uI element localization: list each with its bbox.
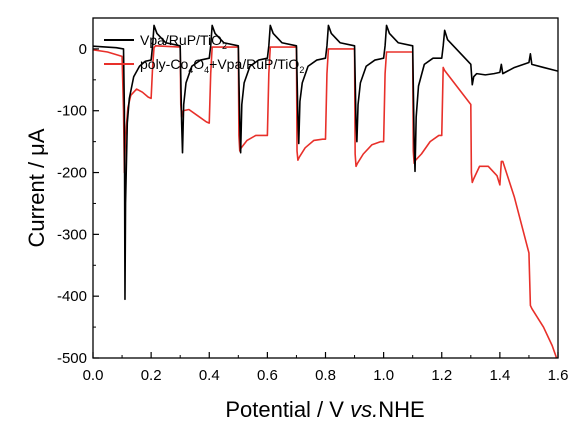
legend-poly-base: poly-Co bbox=[140, 56, 188, 72]
x-tick-label: 1.2 bbox=[431, 367, 452, 384]
legend-poly-sub1: 4 bbox=[188, 65, 193, 75]
legend-poly-tail: +Vpa/RuP/TiO bbox=[209, 56, 299, 72]
y-tick-label: -200 bbox=[57, 165, 87, 182]
series-line-poly-co3o4 bbox=[93, 45, 558, 358]
x-tick-label: 0.0 bbox=[83, 367, 104, 384]
legend-poly-mid: O bbox=[193, 56, 204, 72]
x-tick-label: 0.6 bbox=[257, 367, 278, 384]
x-tick-label: 1.6 bbox=[548, 367, 569, 384]
x-axis-title: Potential / V vs.NHE bbox=[225, 397, 424, 422]
x-tick-label: 0.2 bbox=[141, 367, 162, 384]
legend: Vpa/RuP/TiO2 poly-Co4O4+Vpa/RuP/TiO2 bbox=[104, 32, 304, 75]
x-axis-ticks: 0.0 0.2 0.4 0.6 0.8 1.0 1.2 1.4 1.6 bbox=[83, 352, 569, 384]
y-axis-title: Current / μA bbox=[24, 128, 49, 247]
x-axis-title-tail: NHE bbox=[378, 397, 424, 422]
x-tick-label: 1.4 bbox=[489, 367, 510, 384]
y-tick-label: 0 bbox=[79, 41, 87, 58]
y-tick-label: -400 bbox=[57, 288, 87, 305]
x-tick-label: 0.8 bbox=[315, 367, 336, 384]
legend-label-poly: poly-Co4O4+Vpa/RuP/TiO2 bbox=[140, 56, 304, 75]
y-tick-label: -100 bbox=[57, 103, 87, 120]
legend-poly-sub2: 4 bbox=[204, 65, 209, 75]
y-axis-ticks: 0 -100 -200 -300 -400 -500 bbox=[57, 17, 99, 367]
x-axis-title-italic: vs. bbox=[350, 397, 378, 422]
x-tick-label: 1.0 bbox=[373, 367, 394, 384]
y-tick-label: -500 bbox=[57, 350, 87, 367]
x-tick-label: 0.4 bbox=[199, 367, 220, 384]
legend-label-vpa: Vpa/RuP/TiO2 bbox=[140, 32, 227, 51]
legend-vpa-sub: 2 bbox=[222, 41, 227, 51]
legend-vpa-base: Vpa/RuP/TiO bbox=[140, 32, 222, 48]
series-layer bbox=[93, 24, 558, 358]
legend-poly-sub3: 2 bbox=[299, 65, 304, 75]
y-tick-label: -300 bbox=[57, 226, 87, 243]
series-line-vpa bbox=[93, 24, 558, 301]
x-axis-title-main: Potential / V bbox=[225, 397, 350, 422]
